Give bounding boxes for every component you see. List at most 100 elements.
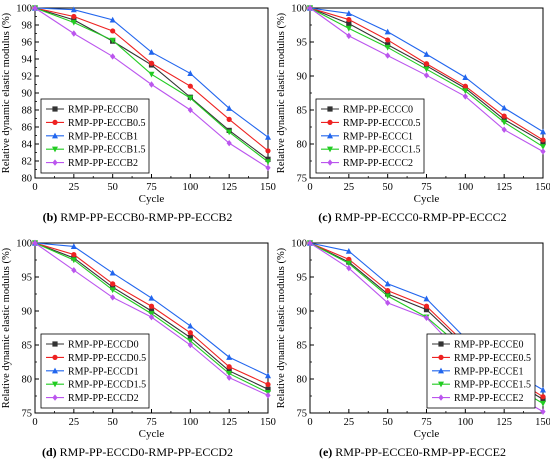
- data-point: [226, 139, 232, 147]
- data-point: [110, 28, 116, 34]
- data-point: [540, 408, 546, 415]
- data-point: [148, 303, 155, 309]
- y-tick-label: 100: [291, 4, 307, 15]
- data-point: [307, 4, 313, 12]
- y-tick-label: 75: [297, 409, 308, 420]
- data-point: [385, 42, 391, 48]
- data-point: [540, 137, 546, 143]
- data-point: [110, 284, 116, 290]
- legend-label: RMP-PP-ECCE0: [454, 340, 523, 351]
- y-tick-label: 80: [22, 174, 33, 185]
- y-tick-label: 86: [22, 123, 33, 134]
- data-point: [226, 368, 232, 374]
- series-RMP-PP-ECCD0.5: [32, 240, 271, 388]
- x-tick-label: 25: [69, 182, 80, 193]
- y-tick-label: 95: [297, 273, 308, 284]
- data-point: [345, 25, 352, 32]
- x-tick-label: 75: [421, 182, 432, 193]
- series-RMP-PP-ECCB1: [32, 4, 271, 140]
- y-tick-label: 100: [291, 239, 307, 250]
- data-point: [540, 394, 546, 400]
- y-tick-label: 94: [22, 55, 33, 66]
- data-point: [423, 314, 430, 321]
- data-point: [423, 295, 430, 302]
- x-tick-label: 125: [496, 417, 512, 428]
- data-point: [462, 88, 469, 95]
- legend-label: RMP-PP-ECCE2: [454, 393, 523, 404]
- data-point: [346, 16, 352, 23]
- x-tick-label: 125: [221, 182, 237, 193]
- legend-marker: [438, 367, 444, 374]
- y-tick-label: 85: [297, 106, 308, 117]
- data-point: [384, 280, 391, 287]
- data-point: [70, 243, 77, 249]
- x-tick-label: 75: [146, 182, 157, 193]
- data-point: [109, 37, 116, 44]
- data-point: [540, 144, 546, 150]
- data-point: [385, 52, 391, 59]
- y-tick-label: 85: [22, 341, 33, 352]
- x-tick-label: 125: [496, 182, 512, 193]
- data-point: [187, 95, 194, 102]
- legend: RMP-PP-ECCB0 RMP-PP-ECCB0.5 RMP-PP-ECCB1 RM…: [40, 98, 150, 174]
- x-axis-label: Cycle: [139, 428, 165, 440]
- legend-marker: [327, 106, 333, 112]
- x-tick-label: 0: [32, 417, 37, 428]
- series-RMP-PP-ECCD2: [32, 239, 271, 399]
- data-point: [346, 256, 352, 262]
- caption-b: (b) RMP-PP-ECCB0-RMP-PP-ECCB2: [0, 210, 275, 225]
- data-point: [265, 148, 271, 154]
- chart-panel-e: 0 25 50 75 100 125 150 75 80 85 90 95 100 Cycle Relati…: [275, 235, 550, 469]
- data-point: [226, 105, 233, 111]
- legend-label: RMP-PP-ECCB2: [68, 158, 138, 169]
- data-point: [70, 6, 77, 13]
- caption-d-letter: (d): [41, 445, 57, 459]
- data-point: [384, 28, 391, 35]
- data-point: [109, 16, 116, 23]
- data-point: [226, 370, 233, 377]
- legend-label: RMP-PP-ECCC2: [343, 158, 413, 169]
- data-point: [265, 392, 271, 399]
- y-axis-label: Relative dynamic elastic modulus (%): [1, 12, 12, 173]
- x-tick-label: 125: [221, 417, 237, 428]
- data-point: [226, 354, 233, 360]
- data-point: [423, 66, 430, 73]
- legend-marker: [327, 119, 333, 125]
- legend-marker: [438, 381, 444, 388]
- data-point: [540, 396, 546, 402]
- data-point: [148, 49, 155, 55]
- x-tick-label: 0: [307, 417, 312, 428]
- legend-label: RMP-PP-ECCB0: [68, 105, 138, 116]
- data-point: [385, 288, 391, 294]
- legend-label: RMP-PP-ECCE1: [454, 366, 523, 377]
- caption-b-letter: (b): [42, 210, 58, 224]
- data-point: [501, 113, 507, 119]
- legend-marker: [52, 354, 58, 360]
- y-tick-label: 85: [297, 341, 308, 352]
- caption-e-letter: (e): [318, 445, 333, 459]
- legend-marker: [52, 132, 58, 139]
- y-tick-label: 75: [297, 174, 308, 185]
- legend-marker: [327, 159, 333, 166]
- legend-marker: [52, 146, 58, 153]
- y-axis-label: Relative dynamic elastic modulus (%): [1, 247, 12, 408]
- legend: RMP-PP-ECCD0 RMP-PP-ECCD0.5 RMP-PP-ECCD1 RM…: [40, 333, 150, 409]
- data-point: [423, 307, 430, 313]
- data-point: [71, 251, 77, 258]
- data-point: [70, 19, 77, 26]
- chart-b: 0 25 50 75 100 125 150 80 82 84 86 88 90 92 94 96 98 100 C…: [1, 4, 276, 206]
- chart-c: 0 25 50 75 100 125 150 75 80 85 90 95 100 Cycle Relati…: [276, 4, 550, 206]
- y-tick-label: 100: [16, 4, 32, 15]
- x-tick-label: 75: [146, 417, 157, 428]
- x-tick-label: 50: [382, 417, 393, 428]
- data-point: [423, 51, 430, 57]
- y-tick-label: 90: [297, 307, 308, 318]
- legend: RMP-PP-ECCC0 RMP-PP-ECCC0.5 RMP-PP-ECCC1 RM…: [315, 98, 425, 174]
- y-tick-label: 88: [22, 106, 33, 117]
- legend-label: RMP-PP-ECCD1.5: [68, 380, 146, 391]
- legend-label: RMP-PP-ECCC1: [343, 131, 413, 142]
- data-point: [110, 53, 116, 60]
- legend-marker: [52, 119, 58, 125]
- data-point: [540, 148, 546, 155]
- chart-panel-d: 0 25 50 75 100 125 150 75 80 85 90 95 100 Cycle Relati…: [0, 235, 276, 469]
